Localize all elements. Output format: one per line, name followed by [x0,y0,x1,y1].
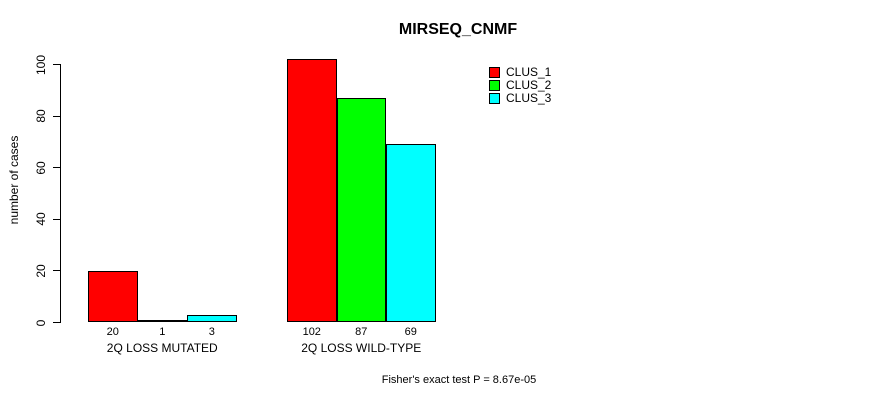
legend-item: CLUS_3 [489,92,551,105]
bar-value-label: 1 [159,325,166,338]
y-axis-line [60,64,61,323]
legend-swatch-clus3 [489,93,500,104]
legend: CLUS_1 CLUS_2 CLUS_3 [489,66,551,105]
y-tick-mark [53,167,60,169]
legend-item: CLUS_1 [489,66,551,79]
x-group-label-1: 2Q LOSS MUTATED [106,341,218,355]
bar-clus_2-group2 [336,98,386,323]
y-tick-mark [53,270,60,272]
legend-label-clus2: CLUS_2 [506,78,552,92]
bar-value-label: 20 [106,325,119,338]
y-tick-label: 0 [34,319,48,326]
bar-clus_1-group2 [287,59,337,323]
pvalue-annotation: Fisher's exact test P = 8.67e-05 [381,374,537,386]
legend-label-clus3: CLUS_3 [506,91,552,105]
y-tick-label: 20 [34,264,48,278]
bar-clus_3-group1 [187,314,237,323]
y-axis-label: number of cases [7,135,21,225]
y-tick-mark [53,218,60,220]
y-tick-mark [53,115,60,117]
chart-title: MIRSEQ_CNMF [398,21,518,38]
bar-value-label: 87 [355,325,368,338]
y-tick-label: 40 [34,212,48,226]
y-tick-label: 60 [34,161,48,175]
y-tick-label: 80 [34,109,48,123]
y-tick-label: 100 [34,54,48,75]
bar-value-label: 69 [404,325,417,338]
bar-clus_2-group1 [137,319,187,323]
y-tick-mark [53,322,60,323]
legend-label-clus1: CLUS_1 [506,65,552,79]
bar-value-label: 3 [208,325,215,338]
bar-clus_1-group1 [88,270,138,323]
bar-clus_3-group2 [386,144,436,323]
legend-swatch-clus2 [489,80,500,91]
x-group-label-2: 2Q LOSS WILD-TYPE [301,341,422,355]
bar-value-label: 102 [302,325,321,338]
y-tick-mark [53,64,60,65]
legend-swatch-clus1 [489,67,500,78]
legend-item: CLUS_2 [489,79,551,92]
